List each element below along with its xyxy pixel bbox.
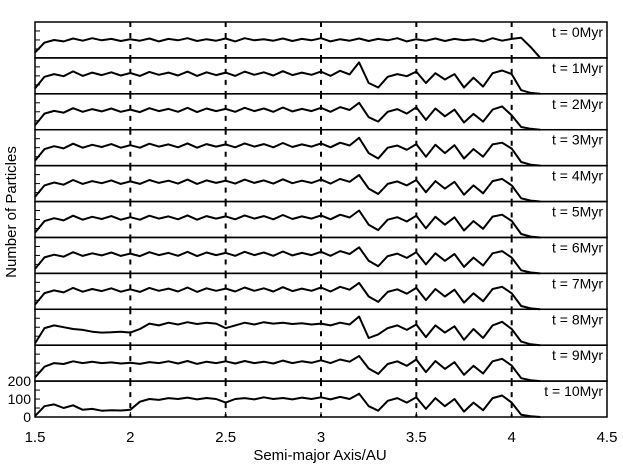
panel-label-bg: [533, 95, 605, 113]
panel-frame: [34, 380, 608, 418]
series-line: [34, 174, 541, 203]
panel-label-bg: [533, 311, 605, 329]
x-tick-label: 3: [317, 429, 325, 446]
x-axis: 1.5 2 2.5 3 3.5 4 4.5: [25, 412, 618, 446]
x-tick-label: 2.5: [215, 429, 236, 446]
y-tick-label: 100: [8, 391, 32, 407]
series-line: [34, 355, 541, 383]
panel-label-bg: [533, 24, 605, 41]
panel-label-bg: [533, 383, 605, 401]
x-tick-label: 4: [507, 429, 515, 446]
x-tick-label: 3.5: [406, 429, 427, 446]
series-line: [34, 61, 541, 95]
x-tick-label: 1.5: [25, 429, 46, 446]
panel-label: t = 1Myr: [552, 60, 603, 76]
panel-label-bg: [533, 167, 605, 185]
series-line: [34, 36, 542, 59]
panel-label: t = 2Myr: [552, 96, 603, 112]
panel-label: t = 5Myr: [552, 204, 603, 220]
x-tick-label: 2: [126, 429, 134, 446]
y-tick-label: 0: [23, 409, 31, 425]
panel-frame: [34, 308, 608, 346]
y-axis-label: Number of Particles: [3, 146, 20, 278]
panel-label-bg: [533, 239, 605, 257]
panel-label: t = 3Myr: [552, 132, 603, 148]
series-line: [34, 392, 541, 418]
panel-frame: [34, 21, 608, 59]
panel-label: t = 0Myr: [552, 24, 603, 40]
panel-label: t = 8Myr: [552, 311, 603, 327]
panel-label: t = 9Myr: [552, 347, 603, 363]
x-axis-label: Semi-major Axis/AU: [253, 447, 386, 464]
panel-label: t = 10Myr: [544, 383, 603, 399]
panel-label-bg: [533, 347, 605, 365]
series-line: [34, 281, 541, 311]
panel-label-bg: [533, 275, 605, 293]
panel-label: t = 6Myr: [552, 239, 603, 255]
series-line: [34, 315, 541, 347]
panel-label: t = 7Myr: [552, 275, 603, 291]
series-line: [34, 136, 541, 167]
plot-area: t = 0Myr t = 1Myr t = 2Myr t = 3Myr t = 4Myr…: [34, 21, 608, 418]
panel-label-bg: [533, 203, 605, 221]
y-axis: 200 100 0: [8, 373, 32, 425]
series-line: [34, 209, 541, 239]
x-tick-label: 4.5: [597, 429, 618, 446]
panel-label-bg: [533, 131, 605, 149]
series-line: [34, 246, 541, 275]
y-tick-label: 200: [8, 373, 32, 389]
panel-label: t = 4Myr: [552, 168, 603, 184]
series-line: [34, 101, 541, 131]
panel-label-bg: [533, 59, 605, 77]
